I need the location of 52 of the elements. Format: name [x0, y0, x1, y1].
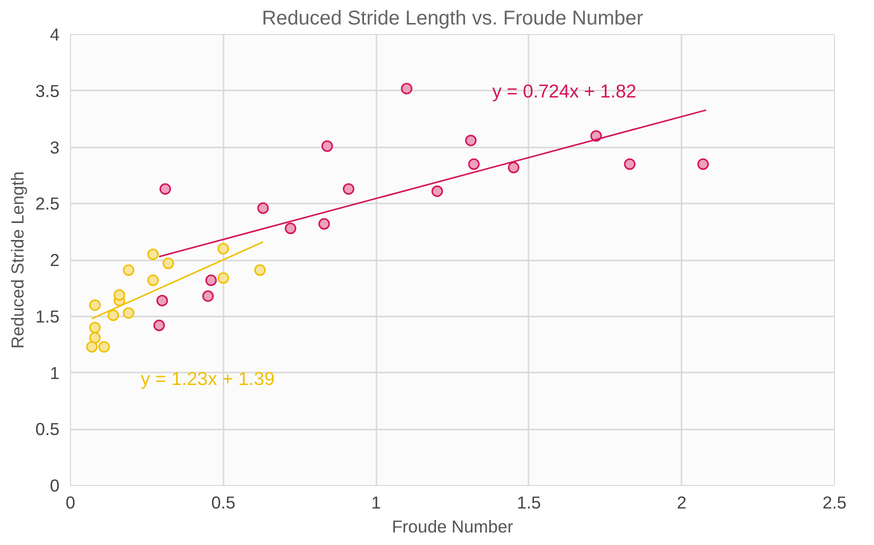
y-tick-label: 2.5	[35, 194, 60, 214]
point	[147, 274, 159, 286]
point	[508, 162, 520, 174]
chart-title: Reduced Stride Length vs. Froude Number	[262, 8, 644, 30]
point	[465, 134, 477, 146]
point	[624, 158, 636, 170]
point	[122, 307, 134, 319]
point	[122, 264, 134, 276]
x-tick-label: 1.5	[516, 492, 541, 512]
y-tick-label: 3.5	[35, 80, 60, 101]
point	[284, 222, 296, 234]
y-tick-label: 0	[50, 476, 60, 496]
point	[86, 341, 98, 353]
point	[162, 258, 174, 270]
point	[205, 274, 217, 286]
annotation: y = 0.724x + 1.82	[492, 80, 636, 102]
y-tick-label: 2	[50, 250, 60, 270]
point	[321, 140, 333, 152]
annotation: y = 1.23x + 1.39	[140, 368, 275, 389]
y-tick-label: 1	[50, 362, 60, 383]
point	[400, 82, 412, 94]
y-tick-label: 1.5	[35, 306, 60, 326]
x-axis-title: Froude Number	[392, 516, 514, 536]
point	[257, 202, 269, 214]
point	[147, 248, 159, 260]
point	[98, 341, 110, 353]
point	[156, 294, 168, 306]
point	[697, 158, 709, 170]
point	[108, 310, 120, 321]
point	[318, 218, 330, 230]
point	[202, 290, 214, 302]
point	[114, 289, 126, 301]
y-tick-label: 3	[50, 137, 60, 158]
point	[431, 185, 443, 197]
point	[153, 320, 165, 332]
y-axis-title: Reduced Stride Length	[7, 171, 28, 349]
point	[89, 322, 101, 334]
point	[468, 158, 480, 170]
point	[159, 183, 171, 195]
point	[89, 332, 101, 344]
x-tick-label: 0	[66, 492, 76, 512]
point	[342, 183, 354, 195]
point	[89, 299, 101, 311]
point	[218, 242, 230, 254]
x-tick-label: 2.5	[822, 492, 847, 512]
y-tick-label: 0.5	[35, 419, 60, 440]
y-tick-label: 4	[50, 24, 60, 44]
point	[218, 272, 230, 284]
x-tick-label: 2	[676, 492, 687, 512]
x-tick-label: 0.5	[211, 492, 236, 512]
x-tick-label: 1	[371, 492, 381, 512]
point	[254, 264, 266, 276]
